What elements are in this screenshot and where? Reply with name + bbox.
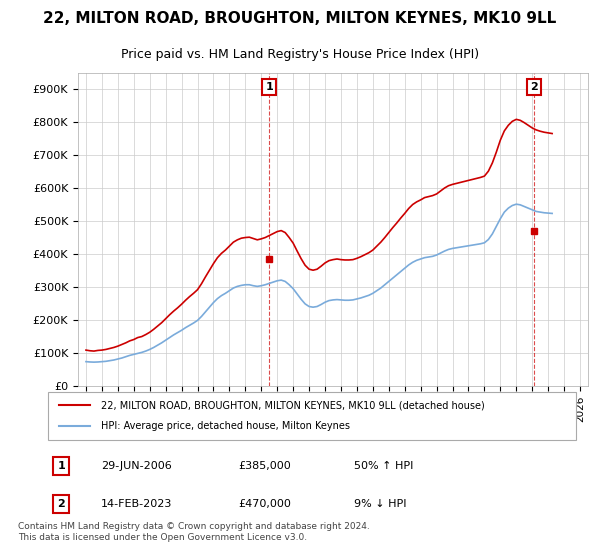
Text: £470,000: £470,000: [238, 499, 291, 509]
Text: Contains HM Land Registry data © Crown copyright and database right 2024.
This d: Contains HM Land Registry data © Crown c…: [18, 522, 370, 542]
Text: HPI: Average price, detached house, Milton Keynes: HPI: Average price, detached house, Milt…: [101, 421, 350, 431]
Text: 2: 2: [58, 499, 65, 509]
Text: 1: 1: [265, 82, 273, 92]
FancyBboxPatch shape: [48, 392, 576, 440]
Text: Price paid vs. HM Land Registry's House Price Index (HPI): Price paid vs. HM Land Registry's House …: [121, 48, 479, 61]
Text: 22, MILTON ROAD, BROUGHTON, MILTON KEYNES, MK10 9LL: 22, MILTON ROAD, BROUGHTON, MILTON KEYNE…: [43, 11, 557, 26]
Text: 2: 2: [530, 82, 538, 92]
Text: 14-FEB-2023: 14-FEB-2023: [101, 499, 172, 509]
Text: £385,000: £385,000: [238, 461, 291, 472]
Text: 29-JUN-2006: 29-JUN-2006: [101, 461, 172, 472]
Text: 9% ↓ HPI: 9% ↓ HPI: [354, 499, 407, 509]
Text: 50% ↑ HPI: 50% ↑ HPI: [354, 461, 413, 472]
Text: 22, MILTON ROAD, BROUGHTON, MILTON KEYNES, MK10 9LL (detached house): 22, MILTON ROAD, BROUGHTON, MILTON KEYNE…: [101, 400, 485, 410]
Text: 1: 1: [58, 461, 65, 472]
